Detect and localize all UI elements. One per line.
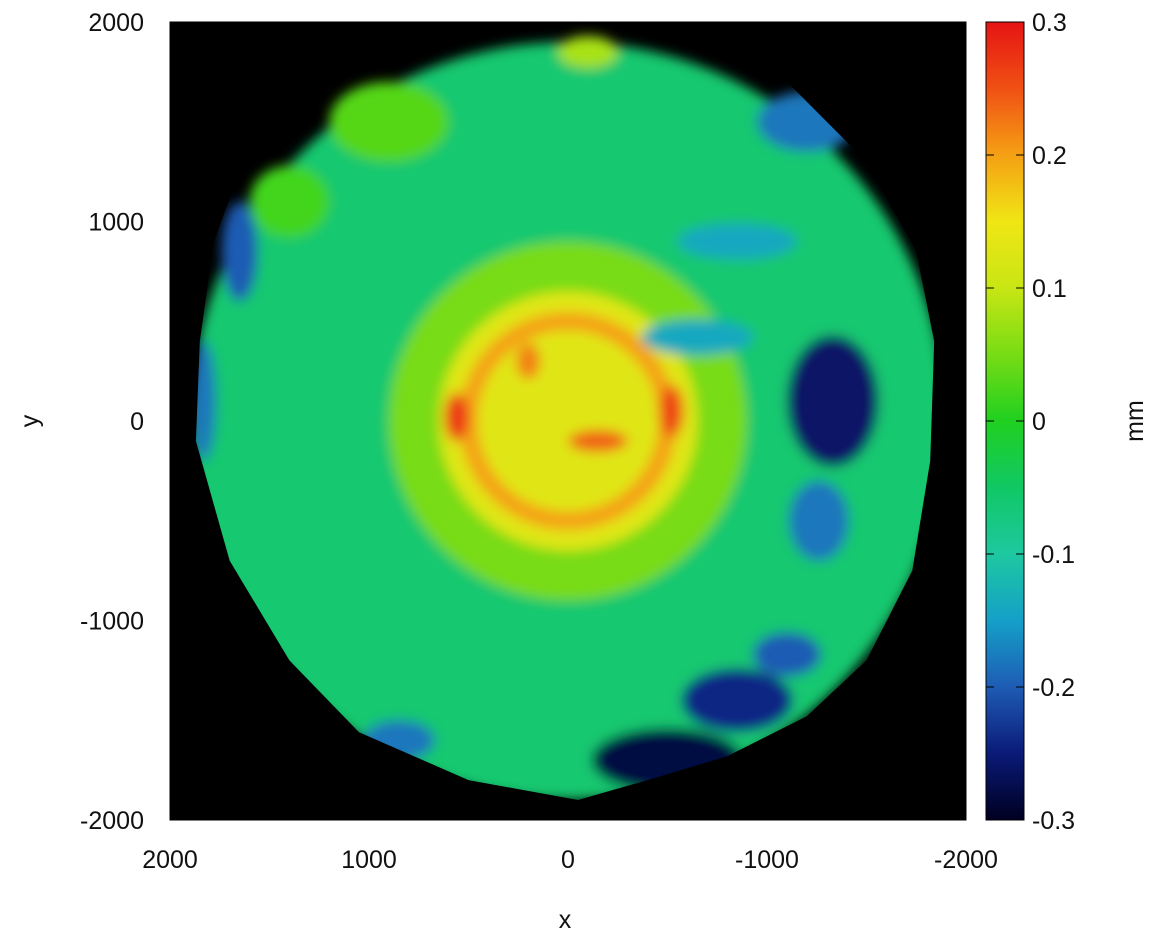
y-tick-label: 1000	[88, 209, 144, 237]
x-tick-label: 1000	[341, 846, 397, 874]
heatmap-blob	[444, 393, 469, 441]
colorbar-tick-label: -0.2	[1032, 674, 1075, 702]
colorbar-ticks: 0.3 0.2 0.1 0 -0.1 -0.2 -0.3	[986, 9, 1075, 835]
heatmap-blob	[677, 223, 797, 260]
heatmap-blob	[681, 668, 793, 733]
colorbar-tick-label: 0	[1032, 408, 1046, 436]
colorbar-label: mm	[1121, 400, 1149, 442]
colorbar-tick-label: 0.3	[1032, 9, 1067, 37]
y-axis-title: y	[16, 414, 44, 427]
y-tick-label: -2000	[80, 807, 144, 835]
heatmap-blob	[659, 385, 684, 437]
colorbar-tick-label: -0.1	[1032, 541, 1075, 569]
heatmap-blob	[516, 343, 541, 380]
x-tick-label: -1000	[735, 846, 799, 874]
x-axis-title: x	[559, 906, 572, 931]
colorbar-tick-label: -0.3	[1032, 807, 1075, 835]
colorbar-tick-label: 0.2	[1032, 142, 1067, 170]
x-tick-label: 0	[561, 846, 575, 874]
x-tick-label: 2000	[142, 846, 198, 874]
heatmap-blob	[249, 165, 330, 238]
heatmap-blob	[221, 201, 258, 302]
x-axis-ticks: 2000 1000 0 -1000 -2000	[142, 22, 998, 874]
y-tick-label: -1000	[80, 608, 144, 636]
heatmap-blob	[558, 35, 618, 68]
heatmap-blob	[788, 480, 849, 561]
y-axis-ticks: 2000 1000 0 -1000 -2000	[80, 9, 966, 835]
colorbar-tick-label: 0.1	[1032, 275, 1067, 303]
y-tick-label: 0	[130, 408, 144, 436]
heatmap-blob	[641, 319, 754, 356]
heatmap-blob	[786, 335, 879, 467]
heatmap-blob	[568, 429, 628, 452]
y-tick-label: 2000	[88, 9, 144, 37]
heatmap-layer	[195, 35, 935, 800]
heatmap-blob	[329, 81, 449, 162]
heatmap-blob	[753, 632, 821, 677]
x-tick-label: -2000	[934, 846, 998, 874]
